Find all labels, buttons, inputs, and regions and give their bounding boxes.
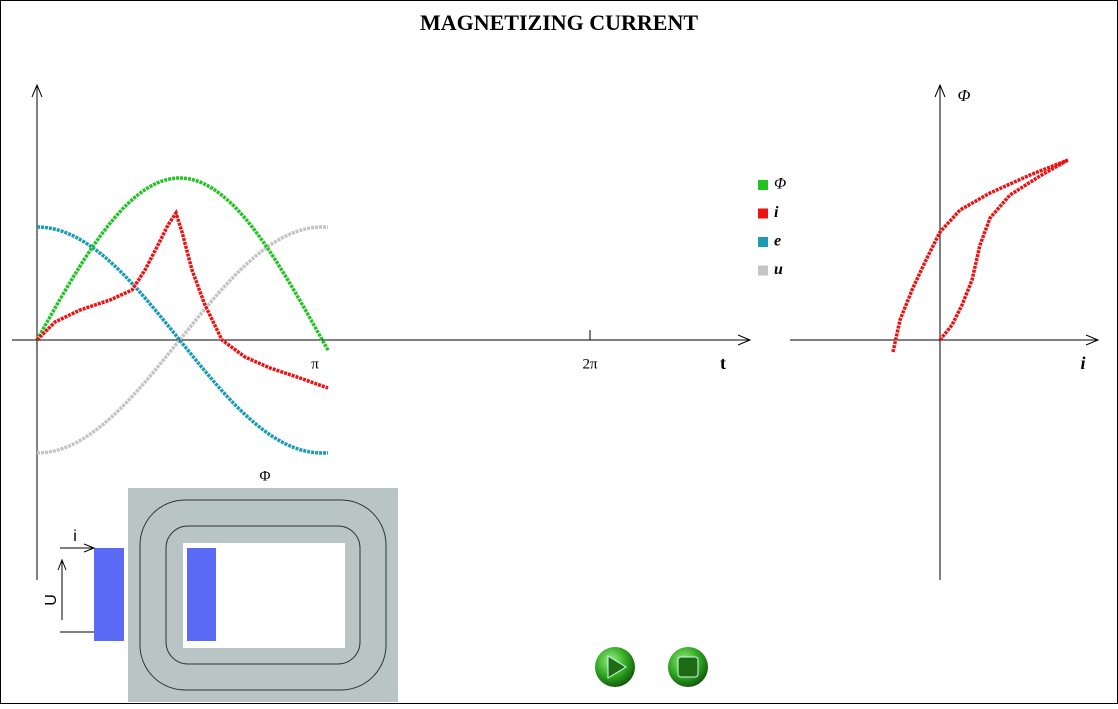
legend-swatch [758,209,768,219]
legend-label: Φ [774,176,786,193]
tick-label: 2π [582,356,598,372]
axis-label: Φ [958,86,971,105]
stop-button[interactable] [668,647,708,687]
flux-label: Φ [260,468,271,484]
legend-label: e [774,233,781,250]
legend-swatch [758,237,768,247]
current-label: i [73,528,77,545]
legend-swatch [758,180,768,190]
title: MAGNETIZING CURRENT [420,10,698,35]
legend-swatch [758,266,768,276]
axis-label: t [720,353,726,373]
legend-label: i [774,204,779,221]
app-window: MAGNETIZING CURRENT π 2π t Φ i Φieu [0,0,1118,704]
axis-label: i [1080,353,1085,373]
voltage-label: U [43,594,60,606]
play-button[interactable] [595,647,635,687]
tick-label: π [311,356,319,372]
legend-label: u [774,261,783,278]
